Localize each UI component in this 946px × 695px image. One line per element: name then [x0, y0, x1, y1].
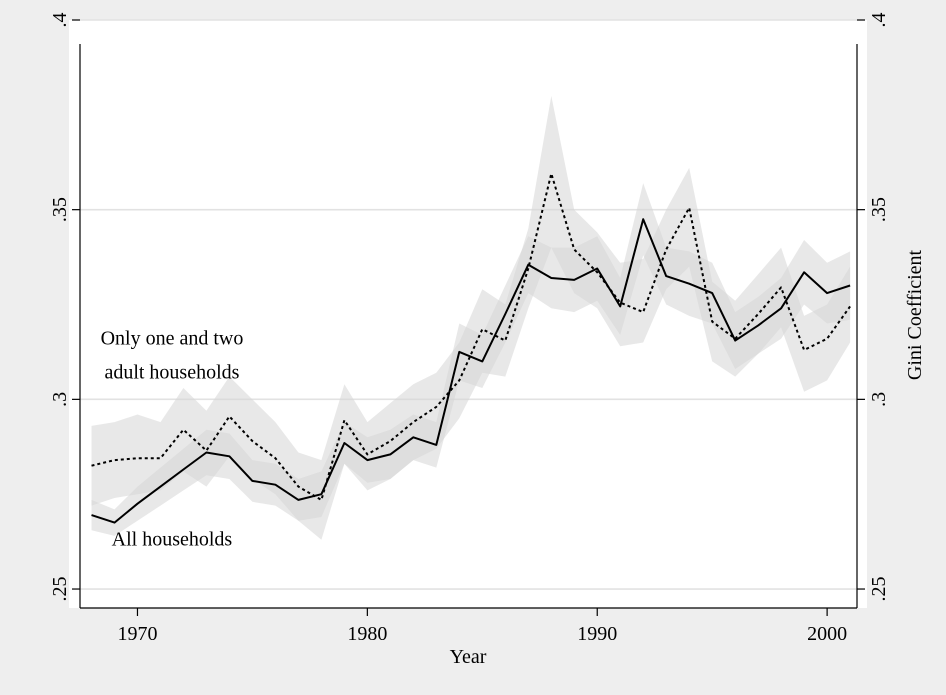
x-tick-label-0: 1970	[117, 623, 157, 645]
axes	[72, 19, 865, 616]
annotation-0: Only one and two	[101, 327, 244, 349]
confidence-bands	[91, 95, 851, 540]
y-tick-label-right-0: .25	[868, 577, 890, 602]
y-tick-label-right-3: .4	[868, 13, 890, 28]
annotation-1: adult households	[104, 361, 239, 383]
x-tick-label-1: 1980	[347, 623, 387, 645]
x-axis-title: Year	[450, 646, 487, 668]
series-1-band	[91, 95, 851, 540]
y-tick-label-left-0: .25	[49, 577, 71, 602]
series-lines	[91, 172, 851, 524]
annotation-2: All households	[112, 528, 233, 550]
x-tick-label-3: 2000	[807, 623, 847, 645]
y-tick-label-left-3: .4	[49, 13, 71, 28]
y-axis-title-right: Gini Coefficient	[904, 249, 926, 380]
y-tick-label-left-1: .3	[49, 392, 71, 407]
annotations: Only one and two adult households All hous…	[101, 327, 244, 550]
y-tick-label-right-2: .35	[868, 197, 890, 222]
x-tick-label-2: 1990	[577, 623, 617, 645]
series-1-line	[91, 172, 851, 501]
y-tick-label-left-2: .35	[49, 197, 71, 222]
y-tick-label-right-1: .3	[868, 392, 890, 407]
tick-labels: 1970 1980 1990 2000 .25 .25 .3 .3 .35 .35 .4 .4	[49, 13, 890, 646]
series-0-line	[91, 218, 851, 524]
